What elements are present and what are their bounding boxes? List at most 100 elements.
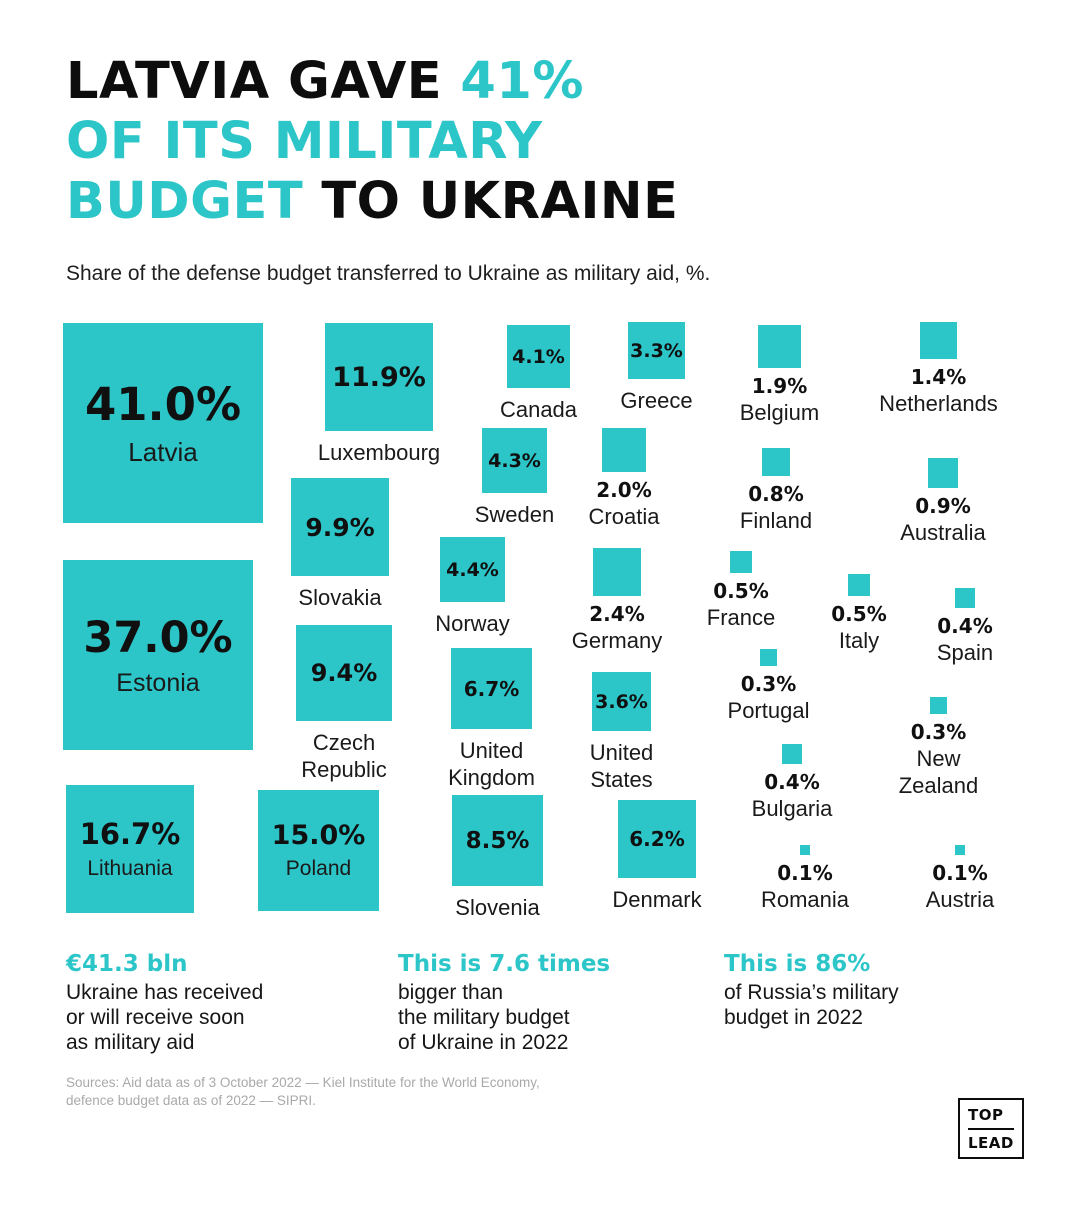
chart-subtitle: Share of the defense budget transferred … (66, 262, 711, 285)
country-label: United Kingdom (448, 738, 535, 790)
value-label: 4.4% (446, 558, 499, 581)
sources-note: Sources: Aid data as of 3 October 2022 —… (66, 1075, 540, 1108)
square-portugal (760, 649, 777, 666)
below-labels: 1.4% Netherlands (879, 365, 998, 417)
value-label: 0.4% (937, 614, 993, 638)
square-italy (848, 574, 870, 596)
value-label: 16.7% (79, 817, 181, 851)
country-label: Denmark (612, 887, 702, 912)
country-label: New Zealand (898, 746, 979, 798)
country-australia: 0.9% Australia (900, 458, 986, 545)
toplead-logo: TOP LEAD (958, 1098, 1024, 1159)
square-netherlands (920, 322, 957, 359)
country-france: 0.5% France (707, 551, 775, 630)
value-label: 3.3% (630, 339, 683, 362)
value-label: 6.2% (629, 827, 685, 851)
footnote-times-bigger: This is 7.6 times bigger than the milita… (398, 950, 718, 1055)
country-austria: 0.1% Austria (926, 845, 994, 912)
country-belgium: 1.9% Belgium (740, 325, 819, 425)
country-netherlands: 1.4% Netherlands (879, 322, 998, 416)
country-label: Spain (936, 640, 994, 665)
country-greece: 3.3% Greece (620, 322, 693, 413)
square-luxembourg: 11.9% (325, 323, 433, 431)
country-label: Poland (285, 857, 352, 880)
country-label: Croatia (588, 504, 660, 529)
below-labels: 0.3% New Zealand (899, 720, 979, 799)
square-sweden: 4.3% (482, 428, 547, 493)
square-latvia: 41.0% Latvia (63, 323, 263, 523)
square-denmark: 6.2% (618, 800, 696, 878)
country-label: Australia (900, 520, 986, 545)
country-label: Sweden (474, 502, 555, 527)
square-austria (955, 845, 965, 855)
country-label: Slovakia (298, 585, 382, 610)
below-labels: 0.8% Finland (740, 482, 812, 534)
square-czech-republic: 9.4% (296, 625, 392, 721)
value-label: 0.3% (910, 720, 967, 744)
below-labels: 0.9% Australia (900, 494, 986, 546)
country-united-kingdom: 6.7% United Kingdom (448, 648, 535, 790)
country-italy: 0.5% Italy (831, 574, 887, 653)
country-label: Bulgaria (751, 796, 833, 821)
country-label: Romania (760, 887, 850, 912)
value-label: 0.1% (932, 861, 988, 885)
country-bulgaria: 0.4% Bulgaria (752, 744, 832, 821)
title-line: OF ITS MILITARY (66, 112, 543, 171)
country-romania: 0.1% Romania (761, 845, 849, 912)
country-label: Norway (435, 611, 510, 636)
country-denmark: 6.2% Denmark (612, 800, 702, 912)
square-poland: 15.0% Poland (258, 790, 379, 911)
square-australia (928, 458, 958, 488)
value-label: 1.4% (910, 365, 967, 389)
country-poland: 15.0% Poland (258, 790, 379, 911)
below-labels: 0.5% France (707, 579, 775, 631)
value-label: 11.9% (332, 361, 426, 393)
value-label: 0.8% (748, 482, 804, 506)
below-labels: 0.1% Romania (761, 861, 849, 913)
country-label: Czech Republic (301, 730, 387, 782)
below-labels: 0.4% Spain (937, 614, 993, 666)
below-labels: 2.0% Croatia (589, 478, 660, 530)
country-germany: 2.4% Germany (572, 548, 662, 653)
square-united-kingdom: 6.7% (451, 648, 532, 729)
square-lithuania: 16.7% Lithuania (66, 785, 194, 913)
country-croatia: 2.0% Croatia (589, 428, 659, 529)
footnote-text: Ukraine has received or will receive soo… (66, 981, 264, 1054)
country-label: Belgium (739, 400, 820, 425)
value-label: 9.4% (310, 659, 378, 687)
value-label: 0.3% (740, 672, 797, 696)
value-label: 2.0% (596, 478, 652, 502)
value-label: 2.4% (589, 602, 645, 626)
square-germany (593, 548, 641, 596)
chart-canvas: 41.0% Latvia 37.0% Estonia 16.7% Lithuania 15.… (63, 322, 998, 920)
country-label: Canada (499, 397, 578, 422)
title-line: BUDGET TO UKRAINE (66, 172, 679, 231)
country-lithuania: 16.7% Lithuania (66, 785, 194, 913)
country-label: Greece (620, 388, 693, 413)
value-label: 4.3% (488, 449, 541, 472)
country-sweden: 4.3% Sweden (475, 428, 554, 527)
square-new-zealand (930, 697, 947, 714)
footnote-russia-share: This is 86% of Russia’s military budget … (724, 950, 1044, 1030)
square-slovenia: 8.5% (452, 795, 543, 886)
footnote-aid-total: €41.3 bln Ukraine has received or will r… (66, 950, 386, 1055)
country-new-zealand: 0.3% New Zealand (899, 697, 978, 798)
value-label: 0.5% (831, 602, 887, 626)
country-united-states: 3.6% United States (590, 672, 653, 792)
country-canada: 4.1% Canada (500, 325, 577, 422)
value-label: 1.9% (751, 374, 808, 398)
value-label: 3.6% (595, 690, 648, 713)
country-label: Austria (925, 887, 995, 912)
value-label: 9.9% (305, 512, 375, 542)
value-label: 8.5% (465, 827, 530, 854)
square-belgium (758, 325, 801, 368)
value-label: 37.0% (83, 612, 233, 663)
square-greece: 3.3% (628, 322, 685, 379)
below-labels: 0.3% Portugal (728, 672, 810, 724)
country-norway: 4.4% Norway (435, 537, 510, 636)
country-label: Portugal (727, 698, 810, 723)
square-norway: 4.4% (440, 537, 505, 602)
square-romania (800, 845, 810, 855)
square-spain (955, 588, 975, 608)
